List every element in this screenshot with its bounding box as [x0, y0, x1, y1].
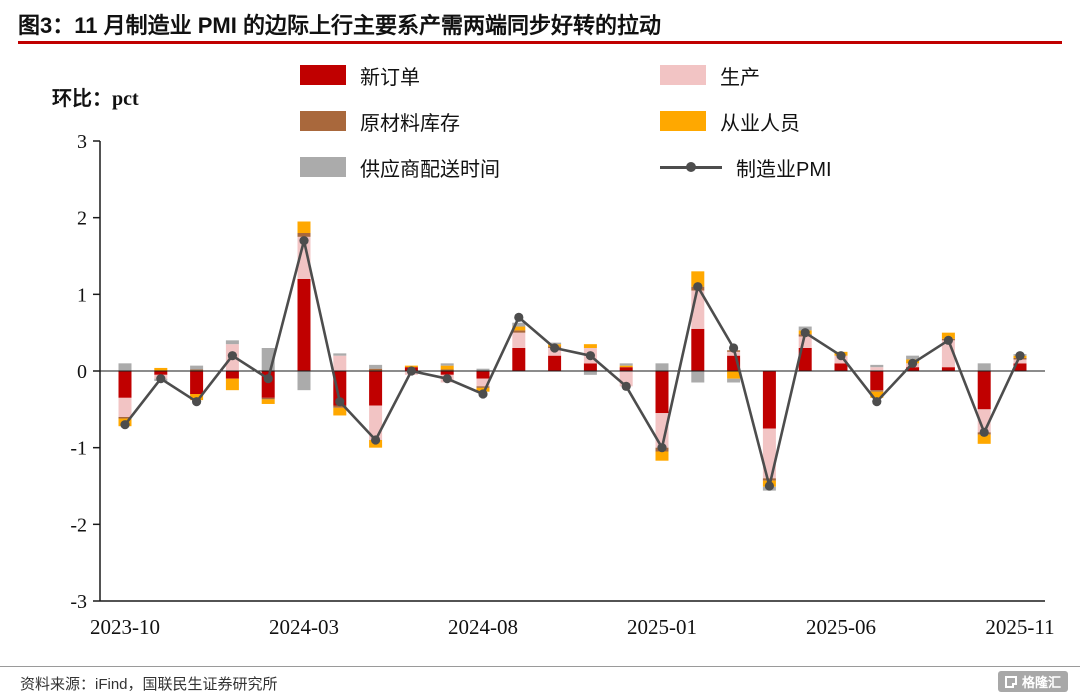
pmi-line-marker-icon: [660, 162, 722, 172]
legend-swatch-production: [660, 65, 706, 85]
footer-divider: [0, 666, 1080, 667]
pmi-line-layer: [120, 236, 1025, 491]
legend-item-employment: 从业人员: [660, 110, 1020, 135]
svg-text:3: 3: [77, 131, 87, 153]
svg-text:0: 0: [77, 361, 87, 383]
svg-text:2024-08: 2024-08: [448, 615, 518, 639]
svg-text:-1: -1: [70, 438, 87, 460]
legend-swatch-supplier-delivery: [300, 157, 346, 177]
legend-item-production: 生产: [660, 64, 1020, 89]
legend-item-supplier-delivery: 供应商配送时间: [300, 156, 660, 181]
svg-text:2025-01: 2025-01: [627, 615, 697, 639]
gelonghui-logo-text: 格隆汇: [1021, 675, 1061, 690]
svg-text:1: 1: [77, 284, 87, 306]
legend-swatch-new-orders: [300, 65, 346, 85]
legend-label-employment: 从业人员: [720, 112, 800, 135]
legend-label-pmi: 制造业PMI: [736, 158, 832, 181]
svg-text:2025-11: 2025-11: [985, 615, 1054, 639]
legend-label-raw-materials: 原材料库存: [360, 112, 460, 135]
y-axis-unit-label: 环比：pct: [52, 88, 139, 110]
gelonghui-logo: 格隆汇: [997, 671, 1068, 692]
source-note: 资料来源：iFind，国联民生证券研究所: [20, 676, 278, 693]
svg-text:-3: -3: [70, 591, 87, 613]
legend-item-pmi-line: 制造业PMI: [660, 156, 1020, 181]
legend-item-raw-materials: 原材料库存: [300, 110, 660, 135]
legend-item-new-orders: 新订单: [300, 64, 660, 89]
svg-text:-2: -2: [70, 514, 87, 536]
legend-label-supplier-delivery: 供应商配送时间: [360, 158, 500, 181]
bars-layer: [118, 221, 1027, 491]
chart-legend: 新订单 生产 原材料库存 从业人员 供应商配送时间 制造业PMI: [300, 64, 1020, 181]
page-title: 图3：11 月制造业 PMI 的边际上行主要系产需两端同步好转的拉动: [18, 13, 661, 38]
legend-swatch-employment: [660, 111, 706, 131]
legend-swatch-raw-materials: [300, 111, 346, 131]
title-underline: [18, 41, 1062, 44]
pmi-marker-dot: [686, 162, 696, 172]
svg-text:2: 2: [77, 208, 87, 230]
gelonghui-icon: [1004, 675, 1017, 688]
svg-text:2024-03: 2024-03: [269, 615, 339, 639]
svg-text:2023-10: 2023-10: [90, 615, 160, 639]
legend-label-production: 生产: [720, 66, 760, 89]
legend-label-new-orders: 新订单: [360, 66, 420, 89]
svg-text:2025-06: 2025-06: [806, 615, 876, 639]
